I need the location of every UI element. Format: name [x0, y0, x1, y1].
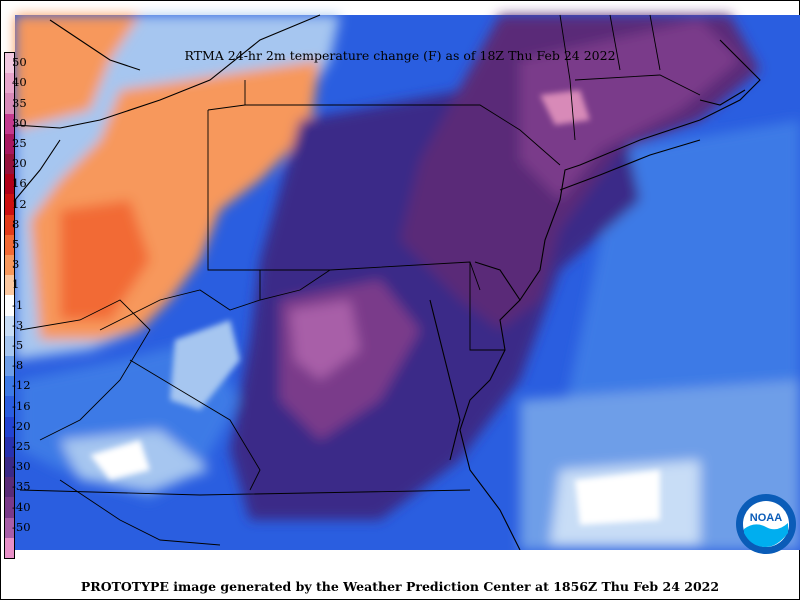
ocean-white-patch [575, 470, 660, 525]
legend-swatch [5, 53, 14, 74]
legend-label: -25 [12, 438, 31, 453]
atlantic-coast-south [459, 261, 521, 550]
md-wv-border [259, 269, 331, 301]
legend-label: 30 [12, 115, 27, 130]
legend-label: 5 [12, 236, 20, 251]
ny-vt-border [559, 14, 576, 141]
ohio-warmest-region [60, 200, 150, 320]
legend-swatch [5, 295, 14, 317]
de-md-border [469, 262, 505, 351]
legend-swatch [5, 537, 14, 559]
color-legend [4, 52, 15, 559]
legend-swatch [5, 214, 14, 236]
legend-label: 3 [12, 257, 20, 272]
legend-swatch [5, 133, 14, 155]
northwest-warm-region [15, 15, 140, 130]
legend-label: -40 [12, 499, 31, 514]
legend-swatch [5, 315, 14, 337]
legend-label: 1 [12, 277, 20, 292]
legend-swatch [5, 154, 14, 175]
nh-me-border [649, 14, 661, 71]
ny-pink-spot [540, 90, 590, 125]
oh-wv-border [99, 289, 261, 331]
legend-label: -16 [12, 398, 31, 413]
coastlines [14, 14, 761, 550]
legend-label: -20 [12, 418, 31, 433]
legend-label: -35 [12, 479, 31, 494]
noaa-logo-text: NOAA [750, 512, 782, 524]
legend-label: 12 [12, 196, 27, 211]
legend-swatch [5, 73, 14, 94]
legend-swatch [5, 255, 14, 276]
legend-label: 20 [12, 156, 27, 171]
long-island [559, 139, 701, 191]
legend-label: 50 [12, 55, 27, 70]
legend-swatch [5, 194, 14, 216]
legend-label: 40 [12, 75, 27, 90]
legend-swatch [5, 477, 14, 498]
ny-pa-border [207, 104, 561, 166]
legend-swatch [5, 93, 14, 115]
legend-swatch [5, 457, 14, 478]
legend-label: -30 [12, 459, 31, 474]
nc-tn-border [59, 479, 221, 546]
legend-swatch [5, 376, 14, 397]
legend-swatch [5, 497, 14, 519]
nc-va-border [19, 489, 471, 496]
ma-border [574, 74, 701, 96]
legend-swatch [5, 335, 14, 357]
legend-label: -1 [12, 297, 24, 312]
legend-label: -12 [12, 378, 31, 393]
vt-nh-border [609, 14, 621, 71]
legend-swatch [5, 356, 14, 377]
legend-label: 35 [12, 95, 27, 110]
legend-swatch [5, 275, 14, 296]
noaa-logo: NOAA [736, 494, 796, 554]
legend-label: 8 [12, 216, 20, 231]
atlantic-coast-north [519, 39, 761, 301]
map-title: RTMA 24-hr 2m temperature change (F) as … [184, 48, 616, 63]
lake-erie-shore [14, 139, 61, 201]
lake-ontario-south-shore [14, 14, 321, 129]
legend-swatch [5, 436, 14, 458]
legend-swatch [5, 234, 14, 256]
va-wv-border [129, 359, 261, 491]
legend-label: -3 [12, 317, 24, 332]
lake-ontario-north-shore [49, 19, 141, 71]
legend-label: 25 [12, 135, 27, 150]
legend-label: 16 [12, 176, 27, 191]
noaa-logo-gull-band [744, 523, 788, 547]
legend-label: -50 [12, 519, 31, 534]
cape-cod [699, 89, 746, 106]
appalachian-light-streak [170, 320, 240, 410]
chesapeake-bay [429, 299, 461, 461]
southwest-white-patch [90, 440, 150, 480]
new-england-cold-core [520, 20, 740, 200]
legend-swatch [5, 396, 14, 418]
temperature-change-map [14, 14, 800, 550]
legend-swatch [5, 416, 14, 438]
legend-label: -5 [12, 337, 24, 352]
legend-label: -8 [12, 358, 24, 373]
legend-swatch [5, 517, 14, 539]
kentucky-border [19, 299, 151, 441]
legend-swatch [5, 113, 14, 135]
legend-swatch [5, 174, 14, 195]
map-footer-credit: PROTOTYPE image generated by the Weather… [80, 579, 720, 594]
state-boundaries [19, 14, 701, 546]
virginia-coldest-spot [290, 300, 360, 380]
